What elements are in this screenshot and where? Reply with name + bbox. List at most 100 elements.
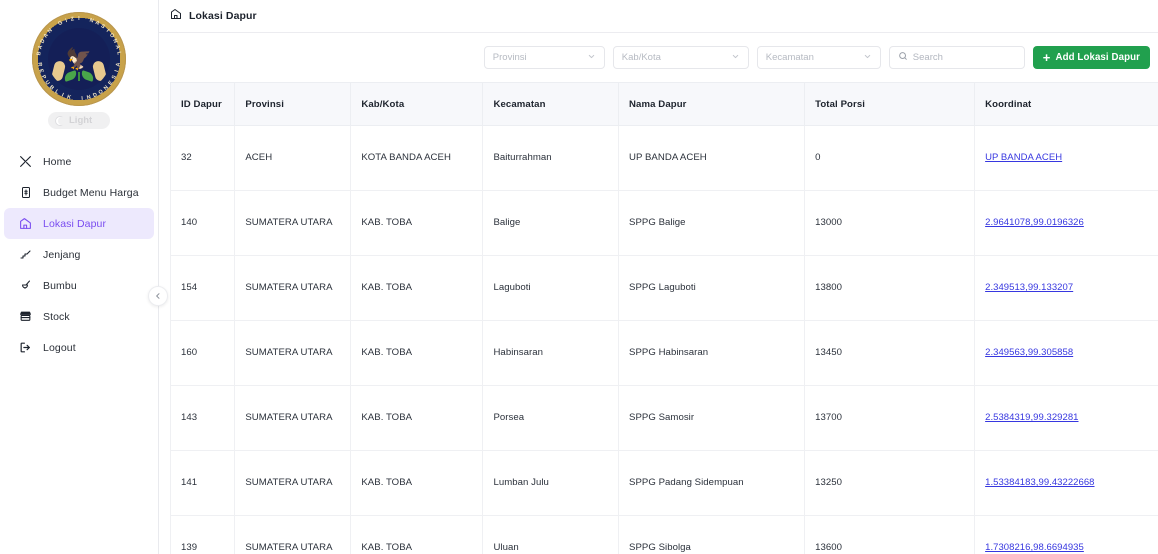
sidebar-item-budget-menu-harga[interactable]: Budget Menu Harga xyxy=(4,177,154,208)
sidebar-item-home[interactable]: Home xyxy=(4,146,154,177)
cell-koordinat: 2.349563,99.305858 xyxy=(974,320,1158,386)
cell-total-porsi: 13000 xyxy=(804,190,976,256)
cell-kecamatan: Baiturrahman xyxy=(482,125,619,191)
table-row: 141 SUMATERA UTARA KAB. TOBA Lumban Julu SPP… xyxy=(169,450,1158,516)
cell-nama-dapur: SPPG Samosir xyxy=(617,385,806,451)
emblem-inner: 🦅 xyxy=(48,28,110,90)
add-lokasi-dapur-button[interactable]: + Add Lokasi Dapur xyxy=(1032,46,1150,69)
kabkota-select-value: Kab/Kota xyxy=(621,52,661,63)
cell-total-porsi: 13600 xyxy=(804,515,976,554)
theme-toggle-label: Light xyxy=(69,115,93,126)
hands-graphic xyxy=(48,51,110,83)
cell-koordinat: 2.5384319,99.329281 xyxy=(974,385,1158,451)
kecamatan-select[interactable]: Kecamatan xyxy=(756,46,881,69)
cell-provinsi: ACEH xyxy=(234,125,352,191)
koordinat-link[interactable]: 2.349563,99.305858 xyxy=(985,347,1074,359)
sidebar-item-label: Home xyxy=(43,155,72,168)
search-box[interactable]: Search xyxy=(888,46,1025,69)
cell-kabkota: KAB. TOBA xyxy=(350,450,484,516)
cell-koordinat: 2.349513,99.133207 xyxy=(974,255,1158,321)
sidebar-item-label: Jenjang xyxy=(43,248,81,261)
sidebar-item-lokasi-dapur[interactable]: Lokasi Dapur xyxy=(4,208,154,239)
kecamatan-select-value: Kecamatan xyxy=(765,52,814,63)
cell-provinsi: SUMATERA UTARA xyxy=(234,190,352,256)
cell-provinsi: SUMATERA UTARA xyxy=(234,255,352,321)
search-icon xyxy=(898,51,908,64)
stairs-icon xyxy=(18,247,33,262)
provinsi-select[interactable]: Provinsi xyxy=(483,46,605,69)
logout-icon xyxy=(18,340,33,355)
sidebar-item-bumbu[interactable]: Bumbu xyxy=(4,270,154,301)
search-input[interactable]: Search xyxy=(912,52,943,63)
cell-id-dapur: 139 xyxy=(169,515,236,554)
cell-kecamatan: Habinsaran xyxy=(482,320,619,386)
cell-nama-dapur: SPPG Balige xyxy=(617,190,806,256)
cell-id-dapur: 143 xyxy=(169,385,236,451)
sidebar-item-label: Logout xyxy=(43,341,76,354)
sidebar-item-jenjang[interactable]: Jenjang xyxy=(4,239,154,270)
table-row: 32 ACEH KOTA BANDA ACEH Baiturrahman UP BAND… xyxy=(169,125,1158,191)
table-head: ID Dapur Provinsi Kab/Kota Kecamatan Nam… xyxy=(169,82,1158,126)
lokasi-dapur-table: ID Dapur Provinsi Kab/Kota Kecamatan Nam… xyxy=(169,82,1158,554)
table-row: 160 SUMATERA UTARA KAB. TOBA Habinsaran SPPG… xyxy=(169,320,1158,386)
chevron-down-icon xyxy=(587,52,596,64)
cell-id-dapur: 32 xyxy=(169,125,236,191)
koordinat-link[interactable]: 1.53384183,99.43222668 xyxy=(985,477,1095,489)
cell-koordinat: 1.7308216,98.6694935 xyxy=(974,515,1158,554)
moon-icon xyxy=(55,115,66,126)
sidebar-item-logout[interactable]: Logout xyxy=(4,332,154,363)
column-header-kabkota: Kab/Kota xyxy=(350,82,484,126)
cell-koordinat: 2.9641078,99.0196326 xyxy=(974,190,1158,256)
cell-id-dapur: 140 xyxy=(169,190,236,256)
column-header-total-porsi: Total Porsi xyxy=(804,82,976,126)
koordinat-link[interactable]: 2.5384319,99.329281 xyxy=(985,412,1079,424)
sidebar-collapse-button[interactable] xyxy=(148,286,168,306)
column-header-koordinat: Koordinat xyxy=(974,82,1158,126)
page-title: Lokasi Dapur xyxy=(189,10,257,22)
sidebar-item-stock[interactable]: Stock xyxy=(4,301,154,332)
sidebar-item-label: Lokasi Dapur xyxy=(43,217,107,230)
table-row: 139 SUMATERA UTARA KAB. TOBA Uluan SPPG Sibo… xyxy=(169,515,1158,554)
cell-kecamatan: Porsea xyxy=(482,385,619,451)
table-row: 143 SUMATERA UTARA KAB. TOBA Porsea SPPG Sam… xyxy=(169,385,1158,451)
koordinat-link[interactable]: 2.349513,99.133207 xyxy=(985,282,1074,294)
cell-kecamatan: Uluan xyxy=(482,515,619,554)
cell-nama-dapur: SPPG Sibolga xyxy=(617,515,806,554)
cell-provinsi: SUMATERA UTARA xyxy=(234,320,352,386)
store-icon xyxy=(18,309,33,324)
column-header-id-dapur: ID Dapur xyxy=(169,82,236,126)
kitchen-building-icon xyxy=(170,7,182,25)
kabkota-select[interactable]: Kab/Kota xyxy=(612,46,749,69)
cell-id-dapur: 141 xyxy=(169,450,236,516)
theme-toggle[interactable]: Light xyxy=(48,112,110,129)
sidebar-nav: Home Budget Menu Harga xyxy=(0,146,158,363)
cell-nama-dapur: SPPG Laguboti xyxy=(617,255,806,321)
cell-kecamatan: Balige xyxy=(482,190,619,256)
cell-total-porsi: 13800 xyxy=(804,255,976,321)
cell-provinsi: SUMATERA UTARA xyxy=(234,515,352,554)
column-header-nama-dapur: Nama Dapur xyxy=(617,82,806,126)
plus-icon: + xyxy=(1042,50,1051,65)
sidebar-item-label: Bumbu xyxy=(43,279,77,292)
cell-kecamatan: Laguboti xyxy=(482,255,619,321)
table-row: 154 SUMATERA UTARA KAB. TOBA Laguboti SPPG L… xyxy=(169,255,1158,321)
sidebar-item-label: Budget Menu Harga xyxy=(43,186,139,199)
cell-id-dapur: 154 xyxy=(169,255,236,321)
column-header-kecamatan: Kecamatan xyxy=(482,82,619,126)
main-content: Lokasi Dapur Provinsi Kab/Kota Kecamatan xyxy=(159,0,1158,554)
cell-kabkota: KAB. TOBA xyxy=(350,320,484,386)
koordinat-link[interactable]: 2.9641078,99.0196326 xyxy=(985,217,1084,229)
filters-toolbar: Provinsi Kab/Kota Kecamatan xyxy=(159,33,1158,82)
koordinat-link[interactable]: UP BANDA ACEH xyxy=(985,152,1063,164)
koordinat-link[interactable]: 1.7308216,98.6694935 xyxy=(985,542,1084,554)
cell-total-porsi: 13700 xyxy=(804,385,976,451)
chevron-down-icon xyxy=(731,52,740,64)
add-lokasi-dapur-label: Add Lokasi Dapur xyxy=(1055,52,1140,63)
cell-provinsi: SUMATERA UTARA xyxy=(234,450,352,516)
garuda-icon: 🦅 xyxy=(65,47,93,71)
cell-total-porsi: 13250 xyxy=(804,450,976,516)
